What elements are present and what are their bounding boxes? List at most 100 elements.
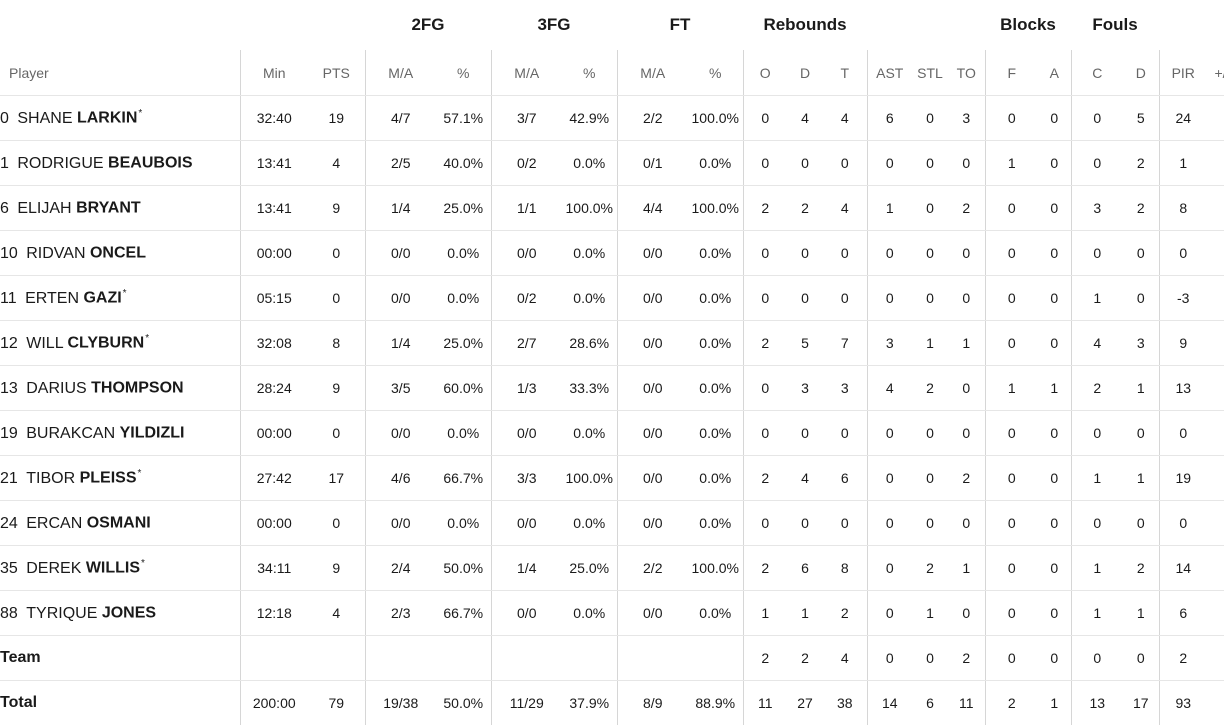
col-plus-minus[interactable]: +/ (1207, 50, 1224, 96)
stat-fg2-ma: 19/38 (364, 680, 436, 725)
column-header-row: Player Min PTS M/A % M/A % M/A % O D T A… (0, 50, 1224, 96)
stat-reb-t: 0 (823, 500, 867, 546)
stat-fg2-pct: 40.0% (436, 140, 491, 186)
col-ft-ma[interactable]: M/A (616, 50, 688, 96)
stat-reb-t: 0 (823, 230, 867, 276)
player-last-name[interactable]: BEAUBOIS (108, 154, 193, 172)
player-last-name[interactable]: YILDIZLI (119, 424, 185, 442)
stat-fg3-ma: 11/29 (490, 680, 562, 725)
player-name-cell[interactable]: 19 BURAKCAN YILDIZLI (0, 410, 240, 456)
stat-plus-minus (1207, 185, 1224, 231)
stat-ast: 0 (866, 545, 912, 591)
group-2fg: 2FG (411, 15, 445, 34)
stat-plus-minus (1207, 635, 1224, 681)
group-rebounds: Rebounds (763, 15, 847, 34)
group-spacer (867, 0, 985, 50)
player-row[interactable]: 35 DEREK WILLIS* 34:11 9 2/4 50.0% 1/4 25.0% 2/… (0, 545, 1224, 591)
col-2fg-pct[interactable]: % (436, 50, 491, 96)
player-name-cell[interactable]: 88 TYRIQUE JONES (0, 590, 240, 636)
player-name-cell[interactable]: 24 ERCAN OSMANI (0, 500, 240, 546)
col-stl[interactable]: STL (912, 50, 948, 96)
player-name-cell[interactable]: 12 WILL CLYBURN* (0, 320, 240, 366)
stat-fg3-ma: 1/4 (490, 545, 562, 591)
player-name-cell[interactable]: 0 SHANE LARKIN* (0, 95, 240, 141)
player-name-cell[interactable]: 6 ELIJAH BRYANT (0, 185, 240, 231)
col-blk-a[interactable]: A (1038, 50, 1071, 96)
stat-ft-pct: 0.0% (688, 140, 743, 186)
player-last-name[interactable]: CLYBURN (67, 334, 145, 352)
stat-blk-f: 0 (984, 95, 1038, 141)
col-ast[interactable]: AST (866, 50, 912, 96)
col-to[interactable]: TO (948, 50, 985, 96)
col-3fg-pct[interactable]: % (562, 50, 617, 96)
stat-min: 00:00 (239, 410, 308, 456)
player-name-cell[interactable]: 10 RIDVAN ONCEL (0, 230, 240, 276)
player-name-cell[interactable]: 1 RODRIGUE BEAUBOIS (0, 140, 240, 186)
player-name-cell[interactable]: 35 DEREK WILLIS* (0, 545, 240, 591)
player-last-name[interactable]: OSMANI (86, 514, 151, 532)
stat-ft-ma: 4/4 (616, 185, 688, 231)
player-row[interactable]: 21 TIBOR PLEISS* 27:42 17 4/6 66.7% 3/3 100.0%… (0, 455, 1224, 501)
col-foul-c[interactable]: C (1070, 50, 1123, 96)
stat-fg3-pct: 0.0% (562, 410, 617, 456)
player-name-cell[interactable]: 13 DARIUS THOMPSON (0, 365, 240, 411)
stat-fg2-pct: 57.1% (436, 95, 491, 141)
stat-ft-pct: 0.0% (688, 455, 743, 501)
player-last-name[interactable]: GAZI (83, 289, 122, 307)
stat-pir: 9 (1158, 320, 1207, 366)
col-reb-o[interactable]: O (742, 50, 787, 96)
stat-fg2-ma: 2/4 (364, 545, 436, 591)
player-last-name[interactable]: PLEISS (79, 469, 137, 487)
stat-blk-a: 0 (1038, 635, 1071, 681)
col-pts[interactable]: PTS (308, 50, 365, 96)
stat-fg3-ma: 2/7 (490, 320, 562, 366)
stat-to: 0 (948, 500, 985, 546)
player-row[interactable]: 11 ERTEN GAZI* 05:15 0 0/0 0.0% 0/2 0.0% 0/0 0.0… (0, 275, 1224, 321)
stat-reb-d: 1 (787, 590, 823, 636)
starter-marker: * (138, 108, 143, 120)
stat-fg3-pct: 25.0% (562, 545, 617, 591)
stat-pts: 17 (308, 455, 365, 501)
player-row[interactable]: 12 WILL CLYBURN* 32:08 8 1/4 25.0% 2/7 28.6% 0/… (0, 320, 1224, 366)
player-row[interactable]: 10 RIDVAN ONCEL 00:00 0 0/0 0.0% 0/0 0.0% 0/0 0.… (0, 230, 1224, 276)
player-last-name[interactable]: THOMPSON (91, 379, 184, 397)
stat-min (239, 635, 308, 681)
stat-plus-minus (1207, 500, 1224, 546)
stat-reb-o: 0 (742, 410, 787, 456)
player-last-name[interactable]: ONCEL (89, 244, 146, 262)
stat-reb-o: 0 (742, 140, 787, 186)
player-name-cell[interactable]: 11 ERTEN GAZI* (0, 275, 240, 321)
stat-ft-pct (688, 635, 743, 681)
player-row[interactable]: 19 BURAKCAN YILDIZLI 00:00 0 0/0 0.0% 0/0 0.0%… (0, 410, 1224, 456)
stat-blk-f: 0 (984, 320, 1038, 366)
player-row[interactable]: 13 DARIUS THOMPSON 28:24 9 3/5 60.0% 1/3 33.3%… (0, 365, 1224, 411)
player-last-name[interactable]: JONES (101, 604, 157, 622)
col-player[interactable]: Player (0, 50, 240, 96)
stat-fg3-ma: 0/0 (490, 410, 562, 456)
col-3fg-ma[interactable]: M/A (490, 50, 562, 96)
col-ft-pct[interactable]: % (688, 50, 743, 96)
col-blk-f[interactable]: F (984, 50, 1038, 96)
player-row[interactable]: 6 ELIJAH BRYANT 13:41 9 1/4 25.0% 1/1 100.0% 4/… (0, 185, 1224, 231)
group-spacer (1159, 0, 1224, 50)
stat-ft-ma: 0/0 (616, 275, 688, 321)
stat-to: 0 (948, 365, 985, 411)
stat-min: 28:24 (239, 365, 308, 411)
stat-pir: 2 (1158, 635, 1207, 681)
stat-foul-d: 2 (1123, 545, 1159, 591)
col-reb-d[interactable]: D (787, 50, 823, 96)
col-foul-d[interactable]: D (1123, 50, 1159, 96)
col-reb-t[interactable]: T (823, 50, 867, 96)
player-row[interactable]: 0 SHANE LARKIN* 32:40 19 4/7 57.1% 3/7 42.9% 2/… (0, 95, 1224, 141)
col-2fg-ma[interactable]: M/A (364, 50, 436, 96)
player-row[interactable]: 24 ERCAN OSMANI 00:00 0 0/0 0.0% 0/0 0.0% 0/0 0.… (0, 500, 1224, 546)
stat-fg3-pct: 33.3% (562, 365, 617, 411)
player-last-name[interactable]: LARKIN (76, 109, 138, 127)
col-min[interactable]: Min (239, 50, 308, 96)
col-pir[interactable]: PIR (1158, 50, 1207, 96)
player-row[interactable]: 88 TYRIQUE JONES 12:18 4 2/3 66.7% 0/0 0.0% 0/0… (0, 590, 1224, 636)
player-last-name[interactable]: BRYANT (76, 199, 141, 217)
player-name-cell[interactable]: 21 TIBOR PLEISS* (0, 455, 240, 501)
player-row[interactable]: 1 RODRIGUE BEAUBOIS 13:41 4 2/5 40.0% 0/2 0.0%… (0, 140, 1224, 186)
player-last-name[interactable]: WILLIS (85, 559, 141, 577)
